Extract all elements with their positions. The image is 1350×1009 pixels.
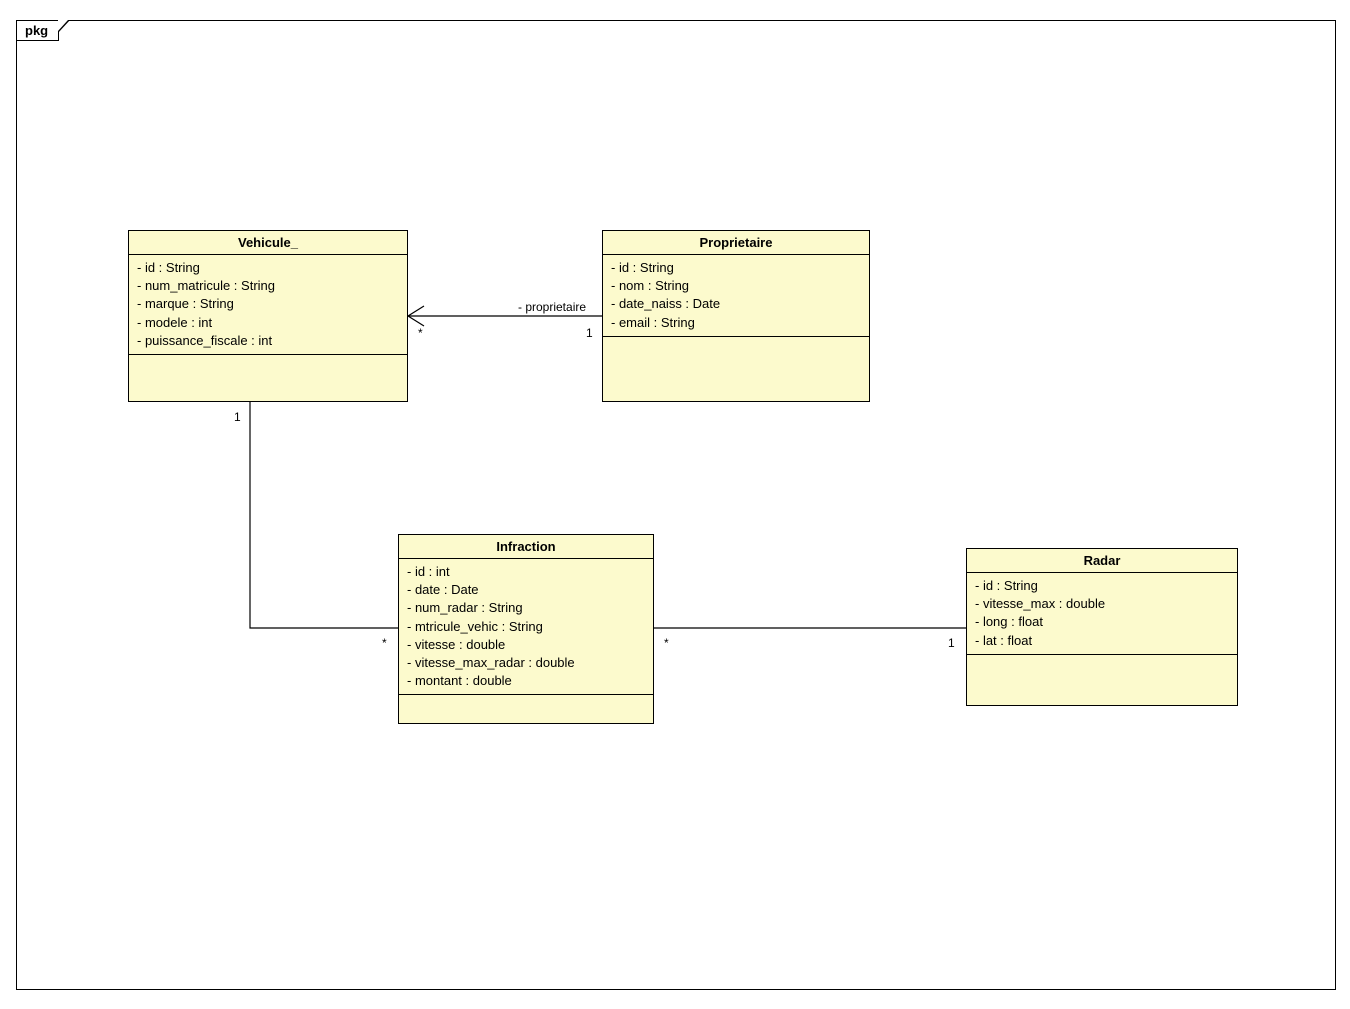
edge-label-proprietaire: - proprietaire (518, 300, 586, 314)
class-infraction[interactable]: Infraction - id : int - date : Date - nu… (398, 534, 654, 724)
attr: - puissance_fiscale : int (137, 332, 399, 350)
class-radar-title: Radar (967, 549, 1237, 573)
attr: - id : String (611, 259, 861, 277)
attr: - num_radar : String (407, 599, 645, 617)
package-frame-label: pkg (16, 20, 59, 41)
attr: - modele : int (137, 314, 399, 332)
class-proprietaire-title: Proprietaire (603, 231, 869, 255)
attr: - montant : double (407, 672, 645, 690)
attr: - marque : String (137, 295, 399, 313)
attr: - mtricule_vehic : String (407, 618, 645, 636)
attr: - vitesse_max : double (975, 595, 1229, 613)
edge-mult: 1 (948, 636, 955, 650)
attr: - vitesse : double (407, 636, 645, 654)
edge-mult: * (664, 636, 669, 650)
class-radar-attrs: - id : String - vitesse_max : double - l… (967, 573, 1237, 655)
class-infraction-title: Infraction (399, 535, 653, 559)
attr: - date_naiss : Date (611, 295, 861, 313)
edge-mult: * (382, 636, 387, 650)
attr: - nom : String (611, 277, 861, 295)
class-radar-ops (967, 655, 1237, 705)
attr: - date : Date (407, 581, 645, 599)
edge-mult: 1 (234, 410, 241, 424)
class-radar[interactable]: Radar - id : String - vitesse_max : doub… (966, 548, 1238, 706)
class-infraction-ops (399, 695, 653, 723)
attr: - num_matricule : String (137, 277, 399, 295)
package-frame: pkg (16, 20, 1336, 990)
attr: - vitesse_max_radar : double (407, 654, 645, 672)
attr: - id : int (407, 563, 645, 581)
attr: - long : float (975, 613, 1229, 631)
class-infraction-attrs: - id : int - date : Date - num_radar : S… (399, 559, 653, 695)
attr: - lat : float (975, 632, 1229, 650)
class-vehicule-attrs: - id : String - num_matricule : String -… (129, 255, 407, 355)
diagram-canvas: pkg Vehicule_ - id : String - num_matric… (0, 0, 1350, 1009)
edge-mult: 1 (586, 326, 593, 340)
attr: - id : String (137, 259, 399, 277)
class-vehicule[interactable]: Vehicule_ - id : String - num_matricule … (128, 230, 408, 402)
class-vehicule-title: Vehicule_ (129, 231, 407, 255)
edge-mult: * (418, 326, 423, 340)
class-vehicule-ops (129, 355, 407, 401)
class-proprietaire[interactable]: Proprietaire - id : String - nom : Strin… (602, 230, 870, 402)
attr: - id : String (975, 577, 1229, 595)
class-proprietaire-attrs: - id : String - nom : String - date_nais… (603, 255, 869, 337)
class-proprietaire-ops (603, 337, 869, 401)
attr: - email : String (611, 314, 861, 332)
